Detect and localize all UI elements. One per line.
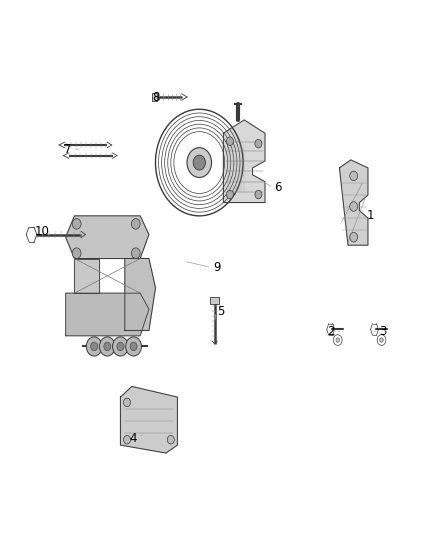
Circle shape: [124, 398, 131, 407]
Circle shape: [131, 248, 140, 259]
Polygon shape: [120, 386, 177, 453]
Circle shape: [130, 342, 137, 351]
Circle shape: [350, 232, 357, 242]
Circle shape: [104, 342, 111, 351]
Text: 5: 5: [218, 305, 225, 318]
Text: 7: 7: [64, 143, 72, 156]
Text: 3: 3: [380, 325, 387, 338]
Circle shape: [255, 139, 262, 148]
Text: 2: 2: [327, 325, 335, 338]
Circle shape: [91, 342, 98, 351]
Circle shape: [350, 201, 357, 211]
Text: 9: 9: [213, 261, 221, 274]
Circle shape: [167, 435, 174, 444]
FancyBboxPatch shape: [210, 297, 219, 304]
Polygon shape: [223, 120, 265, 203]
Circle shape: [193, 155, 205, 170]
Text: 10: 10: [34, 225, 49, 238]
Circle shape: [226, 190, 233, 199]
Text: 8: 8: [152, 91, 159, 103]
Circle shape: [255, 190, 262, 199]
Circle shape: [187, 148, 212, 177]
Circle shape: [113, 337, 128, 356]
Circle shape: [350, 171, 357, 181]
Text: 1: 1: [366, 209, 374, 222]
Circle shape: [380, 338, 383, 342]
Polygon shape: [74, 259, 99, 293]
FancyBboxPatch shape: [152, 93, 157, 101]
Circle shape: [86, 337, 102, 356]
Circle shape: [336, 338, 339, 342]
Polygon shape: [339, 160, 368, 245]
Polygon shape: [125, 259, 155, 330]
Text: 6: 6: [274, 181, 282, 194]
Circle shape: [226, 137, 233, 146]
Text: 4: 4: [130, 432, 138, 445]
Polygon shape: [66, 216, 149, 259]
Circle shape: [99, 337, 115, 356]
Circle shape: [124, 435, 131, 444]
Circle shape: [131, 219, 140, 229]
Circle shape: [72, 219, 81, 229]
Circle shape: [126, 337, 141, 356]
Polygon shape: [66, 293, 149, 336]
Circle shape: [72, 248, 81, 259]
Circle shape: [117, 342, 124, 351]
